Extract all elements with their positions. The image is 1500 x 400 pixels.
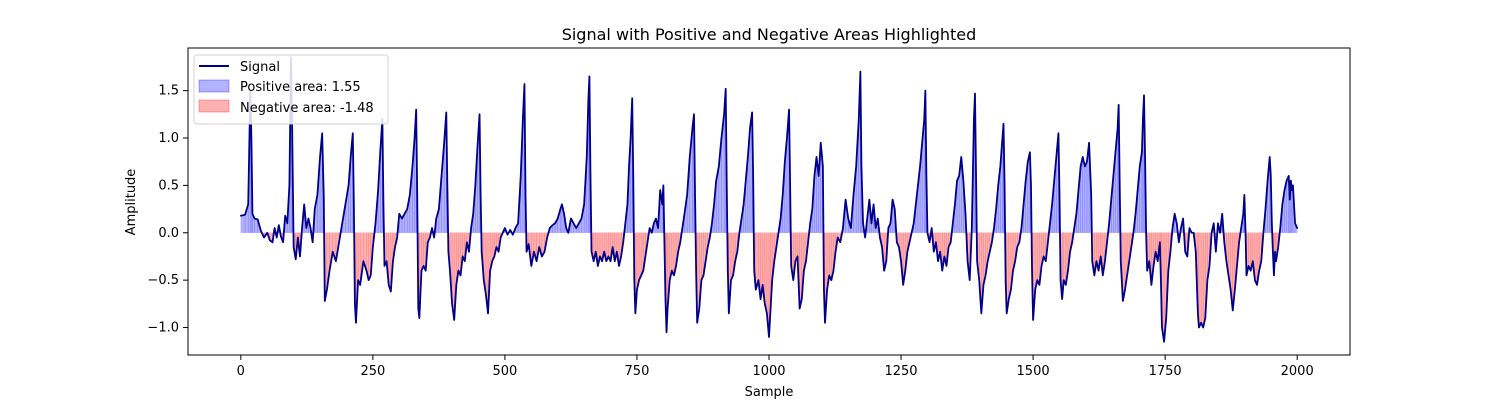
x-tick-label: 1500 (1017, 364, 1050, 379)
signal-line (239, 56, 1299, 343)
legend-signal-label: Signal (240, 60, 280, 75)
y-tick-label: −1.0 (147, 321, 179, 336)
x-tick-label: 750 (625, 364, 650, 379)
x-tick-label: 0 (237, 364, 245, 379)
x-tick-label: 250 (360, 364, 385, 379)
legend-positive-label: Positive area: 1.55 (240, 80, 361, 95)
y-tick-label: 0.5 (158, 178, 179, 193)
x-tick-label: 2000 (1281, 364, 1314, 379)
y-axis: −1.0 −0.5 0.0 0.5 1.0 1.5 (147, 84, 188, 336)
x-tick-label: 1250 (884, 364, 917, 379)
legend-box (193, 54, 389, 125)
y-axis-label: Amplitude (124, 169, 139, 236)
y-tick-label: 0.0 (158, 226, 179, 241)
y-tick-label: −0.5 (147, 273, 179, 288)
x-tick-label: 500 (492, 364, 517, 379)
chart-title: Signal with Positive and Negative Areas … (562, 25, 977, 44)
signal-layer (239, 56, 1299, 343)
y-tick-label: 1.0 (158, 131, 179, 146)
legend-positive-swatch (198, 79, 230, 93)
x-tick-label: 1000 (752, 364, 785, 379)
x-tick-label: 1750 (1149, 364, 1182, 379)
x-axis: 0 250 500 750 1000 1250 1500 1750 2000 (237, 355, 1314, 379)
legend: Signal Positive area: 1.55 Negative area… (193, 54, 389, 125)
legend-negative-swatch (198, 99, 230, 113)
y-tick-label: 1.5 (158, 84, 179, 99)
x-axis-label: Sample (745, 385, 794, 400)
legend-negative-label: Negative area: -1.48 (240, 101, 374, 116)
